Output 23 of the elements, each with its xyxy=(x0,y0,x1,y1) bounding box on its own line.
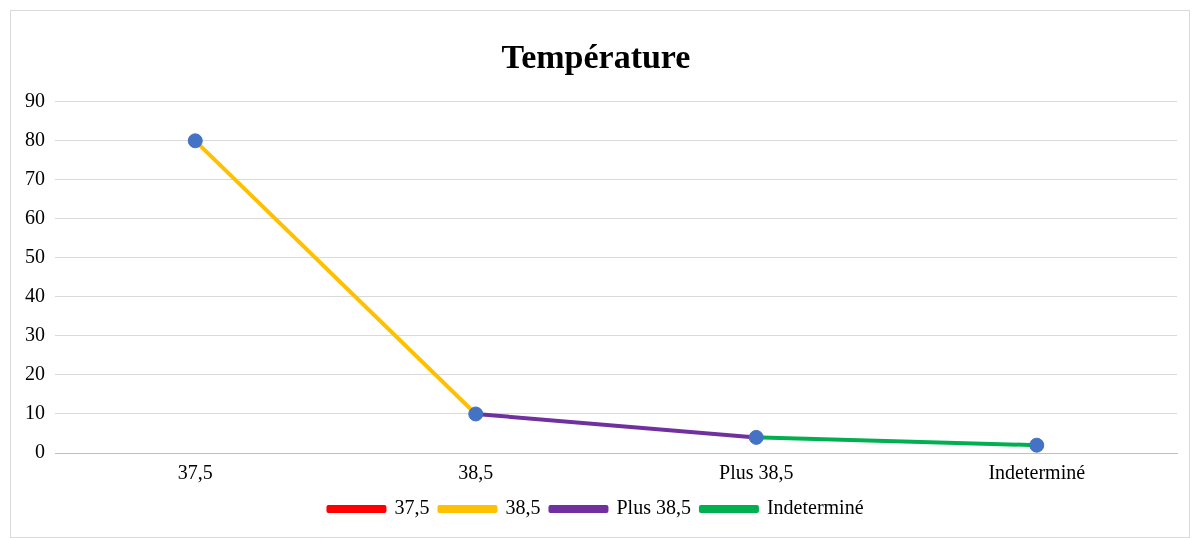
y-tick-label: 80 xyxy=(25,128,45,151)
y-tick-label: 10 xyxy=(25,401,45,424)
x-tick-label: Indeterminé xyxy=(988,461,1086,484)
point xyxy=(187,133,203,149)
chart-title: Température xyxy=(501,38,691,76)
legend-label: Indeterminé xyxy=(766,496,864,519)
legend-label: 37,5 xyxy=(394,496,430,519)
y-tick-label: 90 xyxy=(25,89,45,112)
y-tick-label: 70 xyxy=(25,167,45,190)
point xyxy=(468,406,484,422)
y-tick-label: 20 xyxy=(25,362,45,385)
y-tick-label: 30 xyxy=(25,323,45,346)
legend-label: 38,5 xyxy=(505,496,541,519)
x-tick-label: Plus 38,5 xyxy=(719,461,794,484)
y-tick-label: 0 xyxy=(35,440,45,463)
point xyxy=(1029,437,1045,453)
x-tick-label: 38,5 xyxy=(458,461,494,484)
y-tick-label: 60 xyxy=(25,206,45,229)
point xyxy=(748,429,764,445)
legend-label: Plus 38,5 xyxy=(616,496,691,519)
y-tick-label: 50 xyxy=(25,245,45,268)
y-tick-label: 40 xyxy=(25,284,45,307)
x-tick-label: 37,5 xyxy=(177,461,213,484)
